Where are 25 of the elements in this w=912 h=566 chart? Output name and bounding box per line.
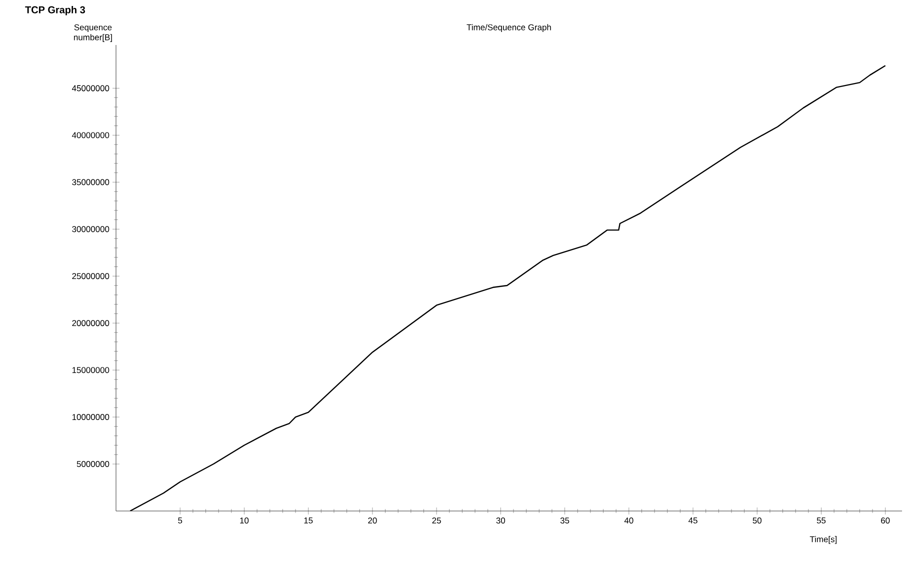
y-axis-title: Sequence number[B] bbox=[74, 24, 112, 42]
x-tick-label: 25 bbox=[432, 518, 441, 524]
y-tick-label: 5000000 bbox=[76, 461, 110, 468]
y-tick-label: 20000000 bbox=[72, 320, 110, 326]
x-tick-label: 15 bbox=[304, 518, 313, 524]
y-tick-label: 45000000 bbox=[72, 85, 110, 92]
y-tick-label: 10000000 bbox=[72, 414, 110, 420]
chart-title: Time/Sequence Graph bbox=[466, 24, 551, 32]
text: TCP Graph 3 bbox=[25, 6, 86, 16]
x-tick-label: 45 bbox=[688, 518, 698, 524]
y-tick-label: 15000000 bbox=[72, 367, 110, 374]
x-tick-label: 20 bbox=[368, 518, 377, 524]
x-tick-label: 10 bbox=[240, 518, 249, 524]
x-tick-label: 55 bbox=[816, 518, 826, 524]
y-tick-label: 35000000 bbox=[72, 179, 110, 186]
x-tick-label: 5 bbox=[178, 518, 182, 524]
x-tick-label: 35 bbox=[560, 518, 570, 524]
x-axis-title: Time[s] bbox=[810, 536, 837, 544]
y-tick-label: 25000000 bbox=[72, 273, 110, 280]
x-tick-label: 50 bbox=[752, 518, 762, 524]
x-tick-label: 60 bbox=[881, 518, 890, 524]
y-tick-label: 40000000 bbox=[72, 132, 110, 138]
y-tick-label: 30000000 bbox=[72, 226, 110, 232]
x-tick-label: 30 bbox=[496, 518, 506, 524]
x-tick-label: 40 bbox=[624, 518, 634, 524]
